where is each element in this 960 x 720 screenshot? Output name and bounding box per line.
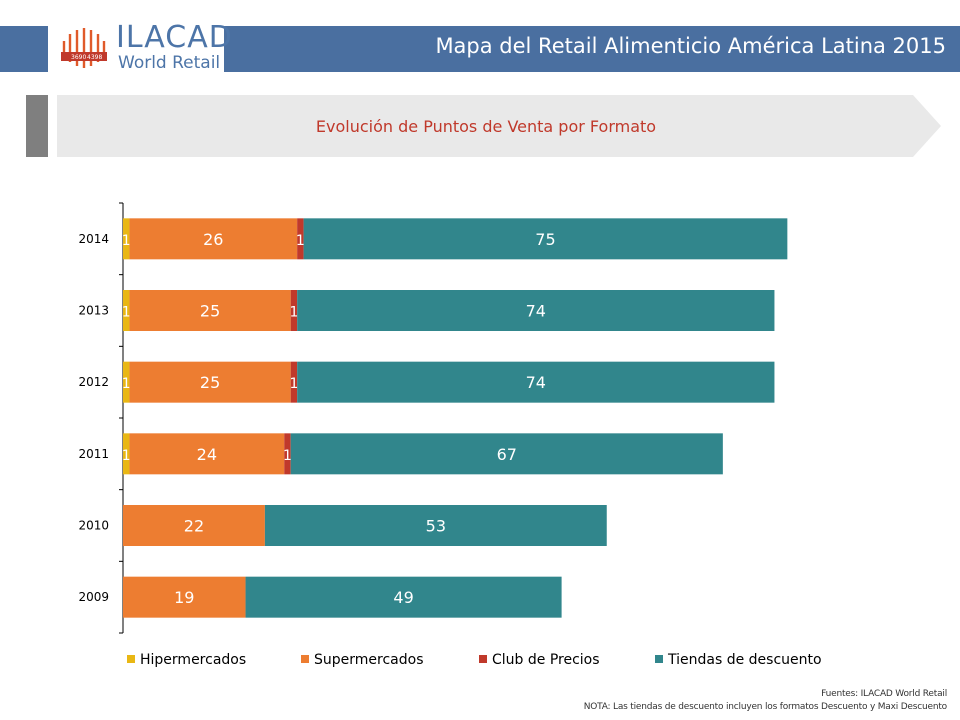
bar-segment-hipermercados — [123, 290, 130, 331]
legend-swatch — [479, 655, 487, 663]
bar-segment-tiendas_de_descuento — [245, 576, 562, 618]
data-label: 1 — [289, 305, 298, 321]
legend-swatch — [655, 655, 663, 663]
logo-word: ILACAD — [116, 20, 233, 55]
data-label: 1 — [122, 233, 131, 249]
section-marker — [26, 95, 48, 157]
bar-segment-supermercados — [129, 290, 291, 331]
legend-label: Supermercados — [314, 652, 424, 668]
logo-seal-icon: 3690 4398 — [61, 28, 107, 68]
bar-segment-tiendas_de_descuento — [264, 505, 607, 546]
data-label: 75 — [535, 230, 555, 249]
data-label: 1 — [296, 233, 305, 249]
data-label: 24 — [197, 445, 217, 464]
data-label: 1 — [122, 376, 131, 392]
bar-segment-supermercados — [129, 218, 298, 260]
bar-segment-tiendas_de_descuento — [297, 290, 775, 331]
legend-swatch — [301, 655, 309, 663]
y-tick-label: 2014 — [78, 232, 109, 246]
bar-segment-tiendas_de_descuento — [303, 218, 788, 260]
legend-label: Hipermercados — [140, 652, 246, 668]
data-label: 53 — [426, 517, 446, 536]
bar-segment-supermercados — [123, 505, 265, 546]
logo: 3690 4398 ILACAD World Retail — [48, 18, 232, 76]
bar-segment-club_de_precios — [284, 433, 291, 475]
bar-segment-hipermercados — [123, 433, 130, 475]
footer-source: Fuentes: ILACAD World Retail — [821, 689, 947, 699]
data-label: 49 — [393, 588, 413, 607]
data-label: 1 — [283, 448, 292, 464]
logo-subtitle: World Retail — [118, 53, 221, 73]
data-label: 74 — [526, 373, 546, 392]
y-tick-label: 2011 — [78, 447, 109, 461]
bar-segment-hipermercados — [123, 218, 130, 260]
y-tick-label: 2012 — [78, 375, 109, 389]
bar-segment-supermercados — [129, 433, 285, 475]
logo-seal-number-left: 3690 — [71, 54, 86, 61]
legend-swatch — [127, 655, 135, 663]
y-tick-label: 2013 — [78, 304, 109, 318]
bar-segment-supermercados — [123, 576, 246, 618]
logo-seal-number-right: 4398 — [87, 54, 102, 61]
legend-label: Club de Precios — [492, 652, 600, 668]
data-label: 26 — [203, 230, 223, 249]
bar-segment-supermercados — [129, 361, 291, 403]
bar-segment-tiendas_de_descuento — [297, 361, 775, 403]
data-label: 19 — [174, 588, 194, 607]
data-label: 25 — [200, 373, 220, 392]
y-tick-label: 2010 — [78, 519, 109, 533]
bar-segment-club_de_precios — [290, 290, 298, 331]
data-label: 74 — [526, 302, 546, 321]
bar-segment-hipermercados — [123, 361, 130, 403]
section-banner — [57, 95, 941, 157]
data-label: 67 — [497, 445, 517, 464]
data-label: 25 — [200, 302, 220, 321]
data-label: 1 — [122, 305, 131, 321]
bar-segment-club_de_precios — [290, 361, 298, 403]
data-label: 22 — [184, 517, 204, 536]
section-title: Evolución de Puntos de Venta por Formato — [315, 117, 657, 136]
y-tick-label: 2009 — [78, 590, 109, 604]
data-label: 1 — [122, 448, 131, 464]
legend-label: Tiendas de descuento — [667, 652, 822, 668]
footer-note: NOTA: Las tiendas de descuento incluyen … — [583, 702, 947, 712]
bar-segment-club_de_precios — [297, 218, 304, 260]
data-label: 1 — [289, 376, 298, 392]
page-title: Mapa del Retail Alimenticio América Lati… — [435, 34, 946, 58]
bar-segment-tiendas_de_descuento — [290, 433, 723, 475]
